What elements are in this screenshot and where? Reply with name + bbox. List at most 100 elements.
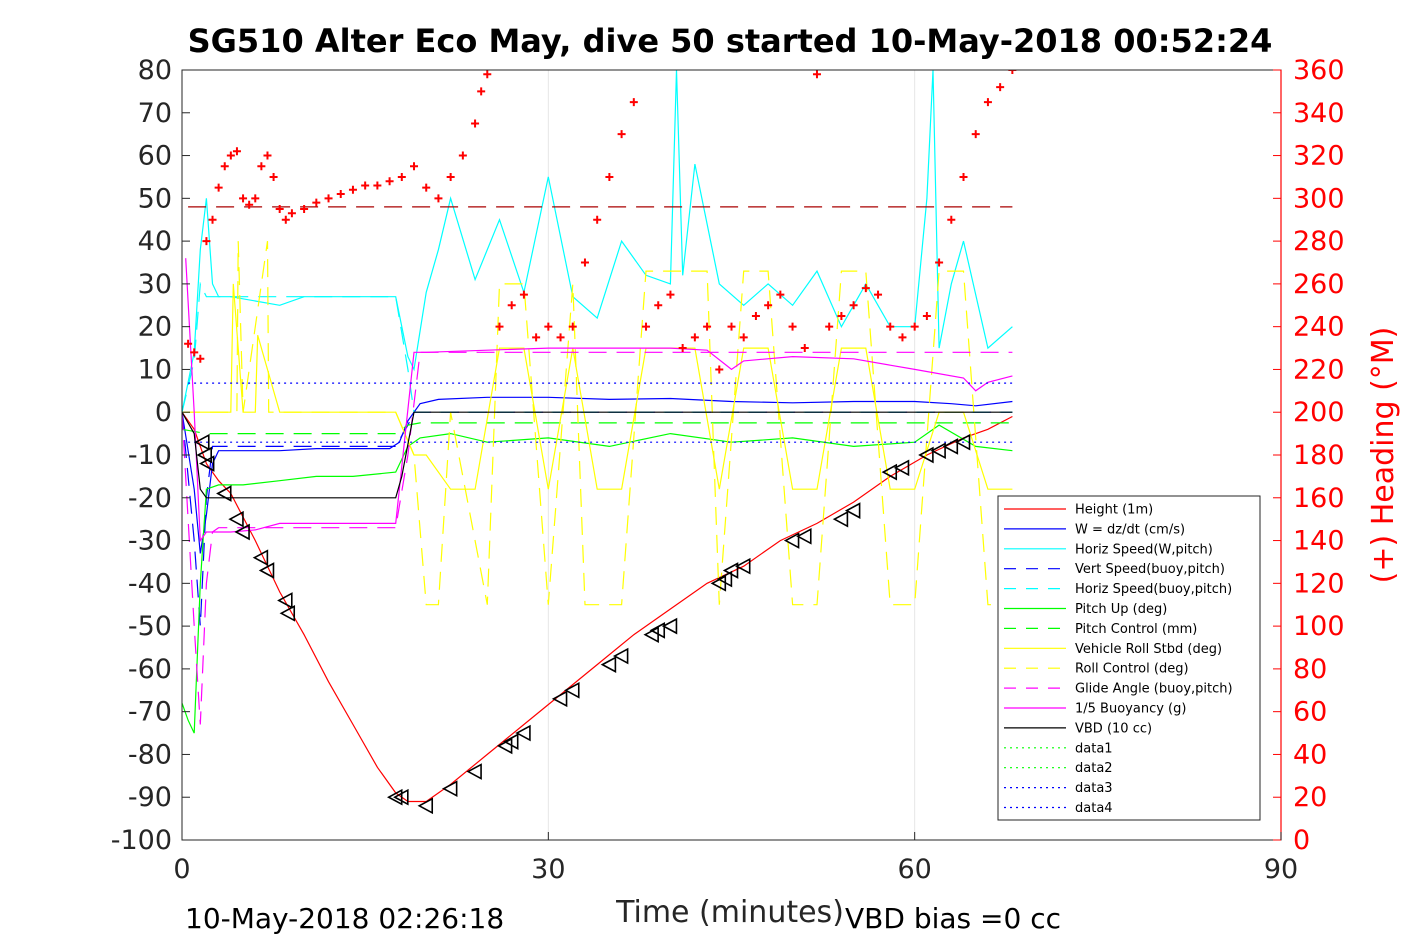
heading-point [336, 190, 345, 199]
turn-marker [515, 724, 531, 742]
grid-lines [547, 70, 916, 840]
left-tick-label: 60 [138, 141, 172, 172]
heading-point [544, 322, 553, 331]
heading-point [184, 339, 193, 348]
right-tick-label: 0 [1293, 825, 1310, 856]
heading-point [251, 194, 260, 203]
heading-point [477, 87, 486, 96]
heading-point [776, 290, 785, 299]
heading-point [593, 215, 602, 224]
left-tick-label: -30 [128, 526, 172, 557]
heading-point [397, 172, 406, 181]
heading-point [642, 322, 651, 331]
legend-label: 1/5 Buoyancy (g) [1075, 702, 1186, 717]
legend-label: Glide Angle (buoy,pitch) [1075, 682, 1233, 697]
turn-marker [277, 592, 293, 609]
series-vbd-10-cc [182, 411, 1013, 499]
heading-point [214, 183, 223, 192]
left-tick-label: -80 [128, 739, 172, 770]
heading-point [886, 322, 895, 331]
turn-marker [600, 656, 617, 673]
heading-point [232, 147, 241, 156]
turn-marker [783, 532, 800, 549]
heading-point [495, 322, 504, 331]
right-tick-label: 60 [1293, 697, 1327, 728]
turn-marker [893, 459, 910, 477]
heading-point [220, 162, 229, 171]
heading-point [519, 290, 528, 299]
left-tick-label: 30 [138, 269, 172, 300]
x-tick-label: 30 [531, 854, 565, 885]
heading-point [959, 172, 968, 181]
heading-point [971, 130, 980, 139]
heading-point [715, 365, 724, 374]
legend-label: Roll Control (deg) [1075, 662, 1189, 677]
heading-point [666, 290, 675, 299]
heading-point [690, 333, 699, 342]
x-tick-label: 90 [1264, 854, 1298, 885]
legend-box [997, 495, 1261, 821]
turn-marker [564, 681, 580, 699]
turn-marker [844, 502, 861, 519]
right-tick-label: 100 [1293, 611, 1345, 642]
heading-point [312, 198, 321, 207]
left-tick-label: 70 [138, 98, 172, 129]
right-tick-label: 240 [1293, 312, 1345, 343]
turn-marker [252, 549, 269, 567]
turn-marker [194, 433, 210, 451]
right-tick-label: 340 [1293, 98, 1345, 129]
turn-marker [387, 788, 403, 806]
heading-point [874, 290, 883, 299]
heading-point [996, 83, 1005, 92]
heading-point [373, 181, 382, 190]
x-tick-label: 0 [173, 854, 190, 885]
heading-point [751, 311, 760, 320]
legend-label: Pitch Control (mm) [1075, 622, 1197, 637]
left-tick-label: -70 [128, 697, 172, 728]
right-tick-label: 220 [1293, 354, 1345, 385]
series-height-1m [182, 411, 1013, 803]
right-axis-label: (+) Heading (°M) [1366, 327, 1401, 584]
right-tick-label: 140 [1293, 526, 1345, 557]
left-tick-label: -50 [128, 611, 172, 642]
heading-point [837, 311, 846, 320]
heading-point [568, 322, 577, 331]
right-tick-label: 300 [1293, 183, 1345, 214]
heading-point [849, 301, 858, 310]
heading-point [410, 162, 419, 171]
turn-marker [796, 527, 812, 545]
heading-point [257, 162, 266, 171]
right-tick-label: 180 [1293, 440, 1345, 471]
left-tick-label: -40 [128, 568, 172, 599]
left-tick-label: 20 [138, 312, 172, 343]
x-axis-label: Time (minutes) [615, 895, 844, 930]
turn-marker [228, 510, 244, 528]
turn-marker [258, 562, 275, 579]
right-tick-label: 160 [1293, 483, 1345, 514]
legend-label: Pitch Up (deg) [1075, 602, 1167, 617]
heading-point [825, 322, 834, 331]
turn-marker [661, 617, 678, 635]
heading-point [861, 284, 870, 293]
series-horiz-speed-w-pitch [182, 70, 1013, 413]
turn-marker [551, 690, 568, 708]
heading-point [1008, 70, 1017, 74]
heading-point [788, 322, 797, 331]
right-tick-label: 20 [1293, 782, 1327, 813]
heading-point [269, 172, 278, 181]
heading-point [324, 194, 333, 203]
heading-point [348, 185, 357, 194]
heading-point [300, 205, 309, 214]
right-tick-label: 40 [1293, 739, 1327, 770]
heading-point [190, 348, 199, 357]
heading-point [654, 301, 663, 310]
legend: Height (1m) W = dz/dt (cm/s) Horiz Speed(W… [997, 495, 1261, 821]
turn-marker [735, 557, 751, 575]
chart-title: SG510 Alter Eco May, dive 50 started 10-… [188, 22, 1273, 60]
legend-label: data4 [1075, 801, 1113, 816]
series-layer [182, 70, 1013, 803]
heading-point [629, 98, 638, 107]
left-tick-label: 80 [138, 55, 172, 86]
legend-label: data1 [1075, 741, 1113, 756]
heading-point [532, 333, 541, 342]
